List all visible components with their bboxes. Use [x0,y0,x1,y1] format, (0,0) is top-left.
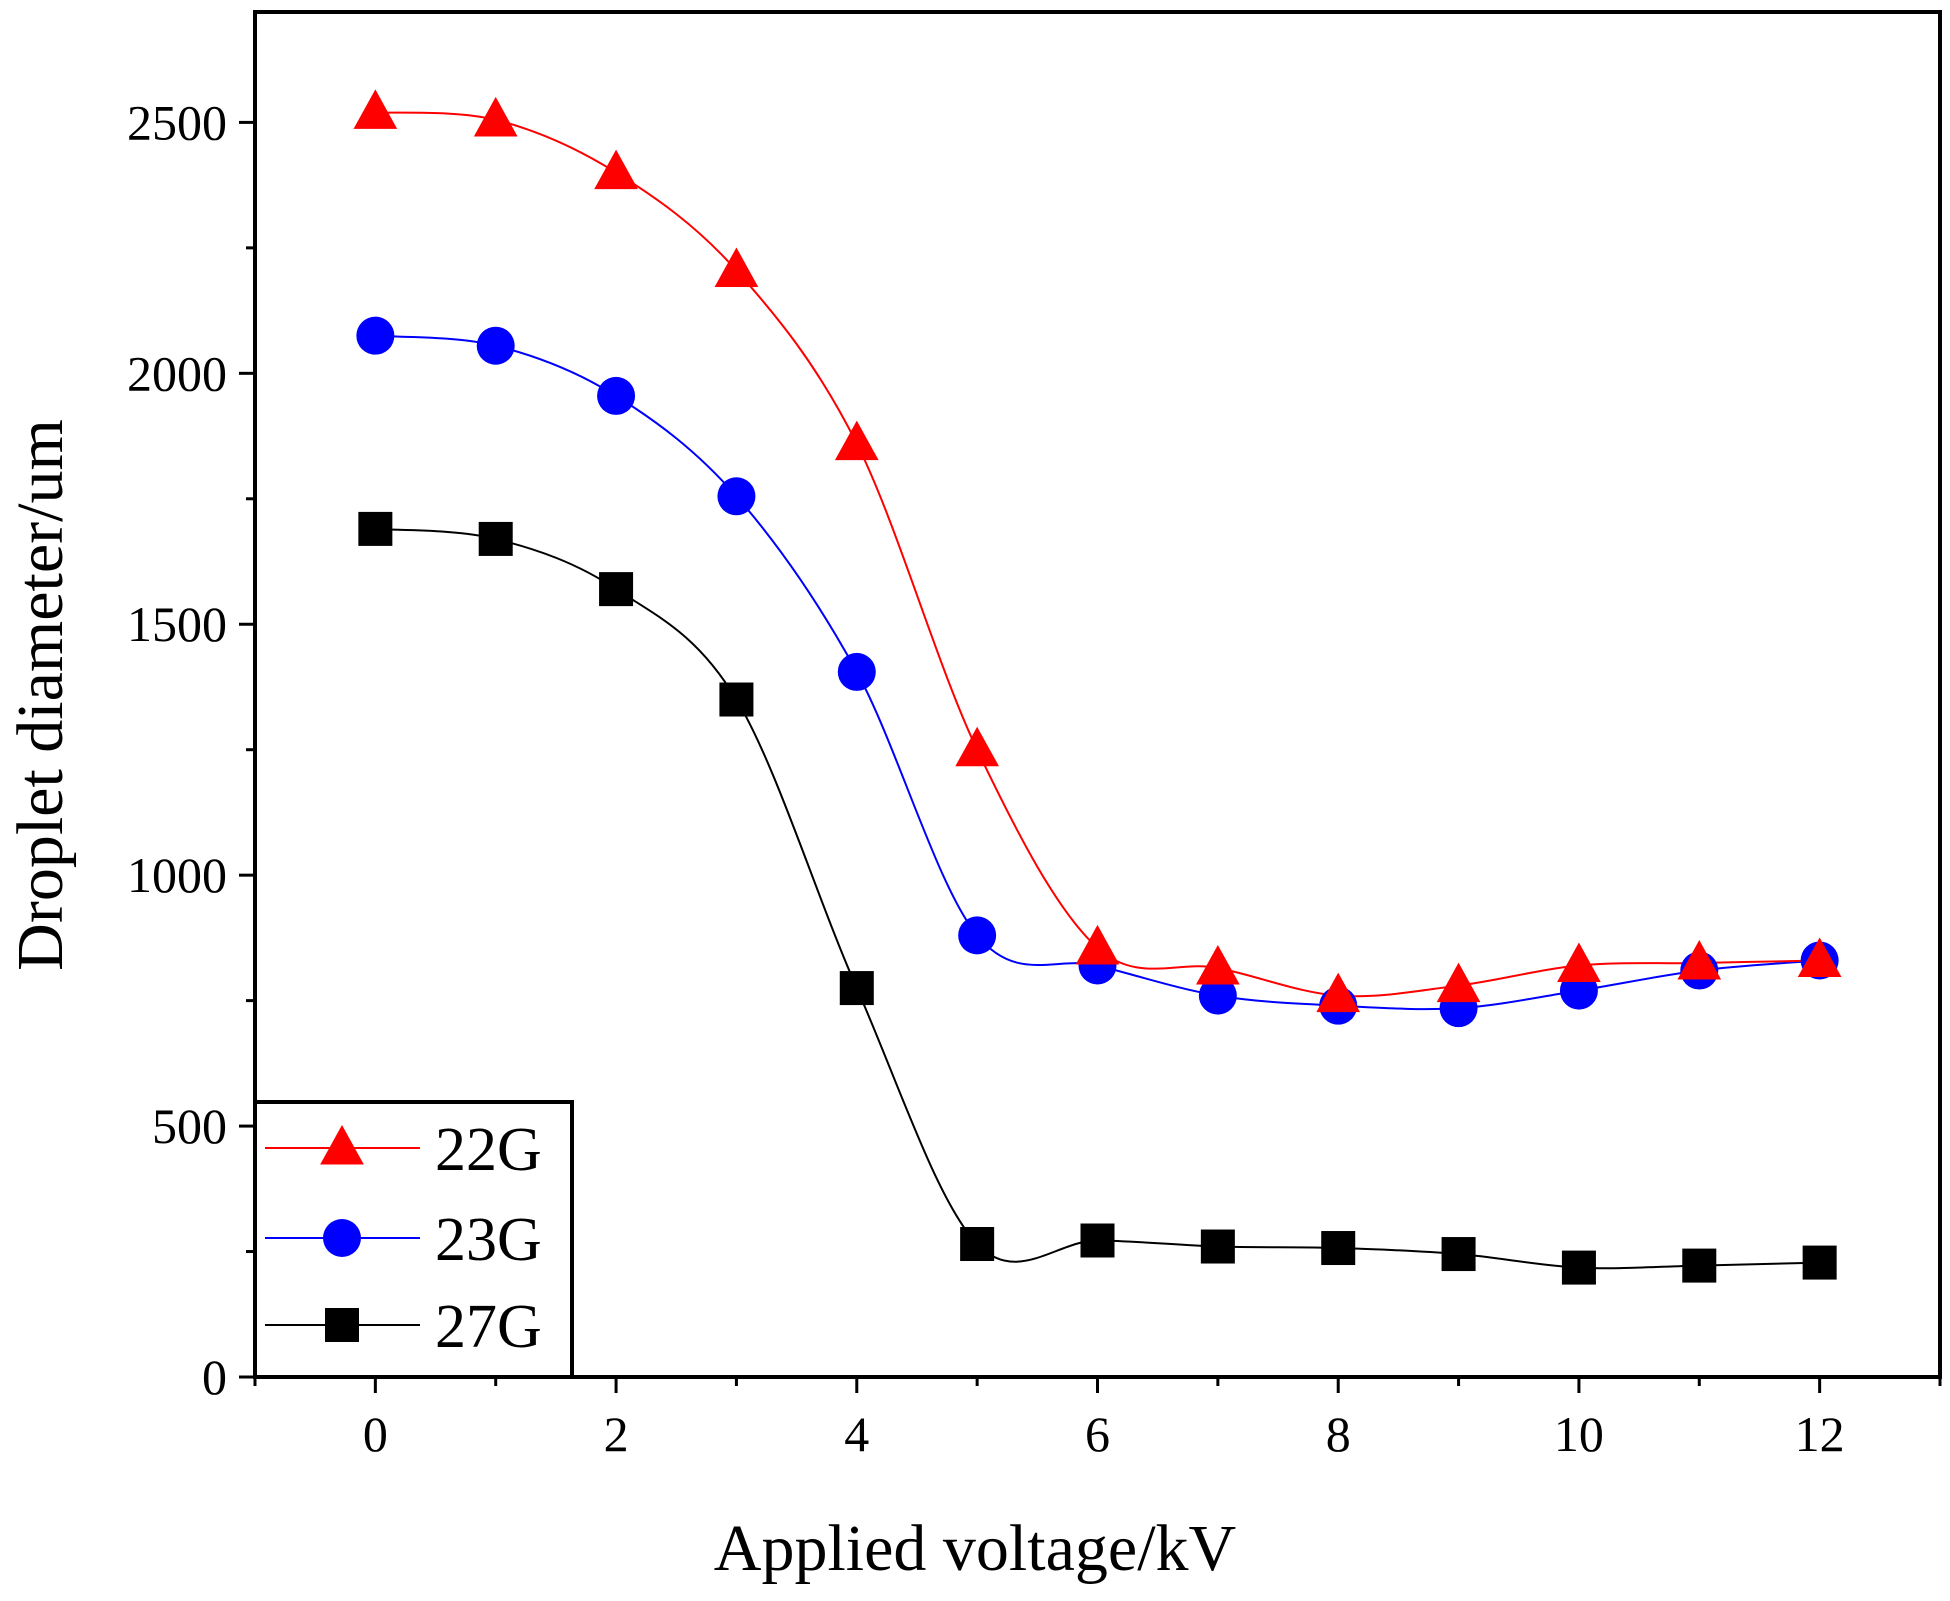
data-point-22G [834,420,879,461]
y-tick-label: 500 [152,1098,227,1154]
data-point-27G [1080,1223,1115,1258]
data-point-23G [1198,976,1237,1015]
y-tick-label: 1500 [127,596,227,652]
data-point-22G [1075,924,1120,965]
data-point-27G [1200,1229,1235,1264]
data-point-27G [599,572,634,607]
legend-marker-27G [325,1308,359,1342]
legend-label-27G: 27G [435,1293,542,1361]
x-axis-title: Applied voltage/kV [714,1512,1236,1585]
data-point-22G [1557,942,1601,983]
data-point-23G [597,376,636,415]
legend-label-22G: 22G [435,1116,542,1184]
data-point-27G [478,521,513,556]
x-tick-label: 4 [844,1406,869,1462]
data-point-22G [353,89,398,129]
data-point-23G [476,326,515,365]
y-tick-label: 1000 [127,847,227,903]
data-point-22G [955,726,999,767]
data-point-27G [719,682,754,717]
data-point-27G [358,511,393,546]
legend: 22G 23G 27G [253,1100,574,1379]
series-line-23G [375,334,1820,1011]
y-tick-label: 2000 [127,345,227,401]
x-tick-label: 12 [1795,1406,1845,1462]
x-tick-label: 0 [363,1406,388,1462]
data-point-23G [958,916,997,955]
series-line-22G [375,111,1820,998]
data-point-27G [1682,1248,1717,1283]
x-tick-label: 10 [1554,1406,1604,1462]
y-tick-label: 2500 [127,94,227,150]
x-tick-label: 8 [1326,1406,1351,1462]
legend-marker-22G [320,1125,364,1165]
plot-marks [353,89,1842,1285]
data-point-22G [1196,945,1240,985]
data-point-27G [960,1227,995,1262]
data-point-27G [1802,1245,1837,1280]
legend-marker-23G [323,1219,361,1257]
data-point-23G [356,316,395,355]
data-point-23G [837,652,876,691]
data-point-22G [714,247,759,288]
data-point-22G [1316,972,1361,1013]
y-tick-label: 0 [202,1349,227,1405]
x-tick-label: 2 [604,1406,629,1462]
data-point-27G [1561,1250,1596,1285]
x-tick-label: 6 [1085,1406,1110,1462]
legend-label-23G: 23G [435,1206,542,1274]
y-axis-title: Droplet diameter/um [4,419,77,971]
data-point-27G [1441,1237,1476,1272]
data-point-22G [1677,939,1722,980]
data-point-22G [1436,962,1481,1003]
series-line-27G [375,527,1820,1270]
data-point-22G [1797,937,1842,978]
data-point-23G [717,477,756,516]
data-point-22G [473,96,518,137]
axis-ticks: 0 2 4 6 8 10 12 0 500 1000 1500 2000 2500 [127,94,1942,1462]
data-point-27G [839,971,874,1006]
data-point-27G [1321,1231,1356,1266]
data-point-22G [594,149,638,190]
